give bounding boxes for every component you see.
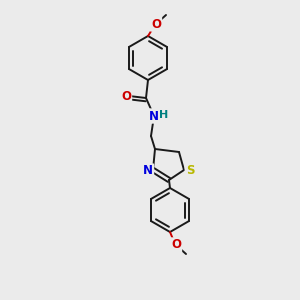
Text: H: H [159,110,169,120]
Text: N: N [149,110,159,122]
Text: O: O [151,17,161,31]
Text: S: S [186,164,194,176]
Text: O: O [171,238,181,251]
Text: O: O [121,89,131,103]
Text: N: N [143,164,153,178]
